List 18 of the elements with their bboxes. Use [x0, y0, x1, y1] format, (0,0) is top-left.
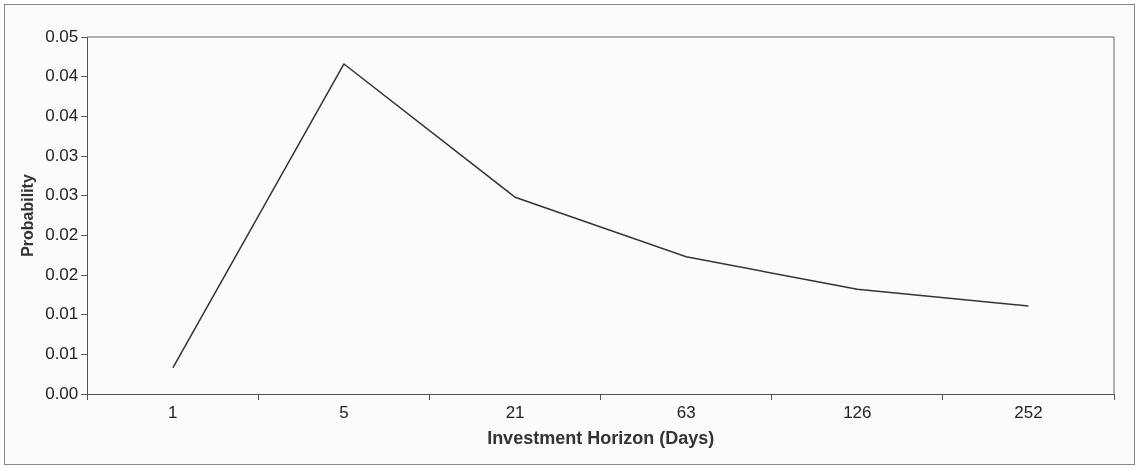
x-tick-label: 126	[843, 402, 872, 422]
y-tick-label: 0.05	[45, 26, 79, 46]
y-tick-label: 0.04	[45, 66, 79, 86]
x-tick-label: 5	[339, 402, 349, 422]
y-tick-label: 0.03	[45, 145, 79, 165]
y-tick-label: 0.04	[45, 106, 79, 126]
y-tick-label: 0.01	[45, 304, 79, 324]
y-tick-label: 0.00	[45, 383, 79, 403]
x-tick-label: 1	[168, 402, 178, 422]
y-tick-label: 0.02	[45, 264, 79, 284]
x-tick-label: 63	[676, 402, 696, 422]
x-tick-label: 252	[1014, 402, 1043, 422]
y-tick-label: 0.02	[45, 225, 79, 245]
x-axis-title: Investment Horizon (Days)	[487, 428, 715, 449]
y-axis-title: Probability	[19, 174, 37, 257]
y-tick-label: 0.01	[45, 344, 79, 364]
y-tick-label: 0.03	[45, 185, 79, 205]
x-tick-label: 21	[505, 402, 525, 422]
